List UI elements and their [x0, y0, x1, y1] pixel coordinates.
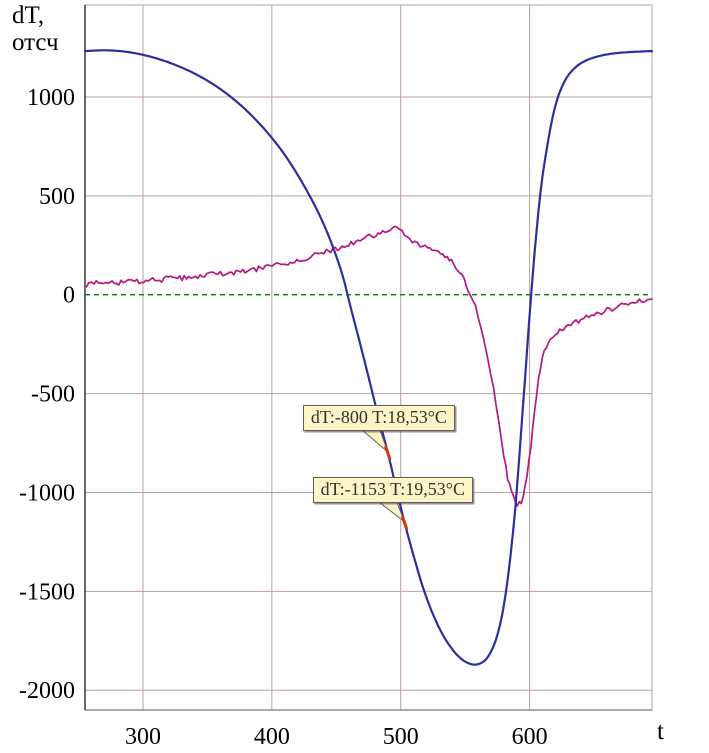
y-axis-title: dT, отсч	[12, 2, 59, 56]
x-tick-label: 500	[383, 724, 419, 750]
x-axis-title: t	[657, 718, 664, 745]
series-magenta	[84, 225, 653, 507]
x-tick-label: 600	[512, 724, 548, 750]
y-tick-label: -2000	[19, 678, 75, 704]
anchor-marker	[401, 515, 409, 531]
cursor-tooltip-1[interactable]: dT:-800 T:18,53°C	[302, 404, 455, 431]
x-tick-label: 300	[125, 724, 161, 750]
y-tick-label: 500	[39, 184, 75, 210]
y-tick-label: -1000	[19, 480, 75, 506]
cursor-tooltip-2[interactable]: dT:-1153 T:19,53°C	[312, 476, 473, 503]
x-tick-label: 400	[254, 724, 290, 750]
y-axis-title-line2: отсч	[12, 29, 59, 56]
y-tick-label: -500	[31, 382, 75, 408]
plot-frame	[84, 4, 653, 711]
y-axis-title-line1: dT,	[12, 2, 45, 29]
y-tick-label: 1000	[27, 85, 75, 111]
y-tick-label: -1500	[19, 579, 75, 605]
y-tick-label: 0	[63, 283, 75, 309]
anchor-marker	[384, 445, 392, 461]
callout-pointer	[360, 429, 389, 454]
series-blue	[83, 49, 654, 666]
